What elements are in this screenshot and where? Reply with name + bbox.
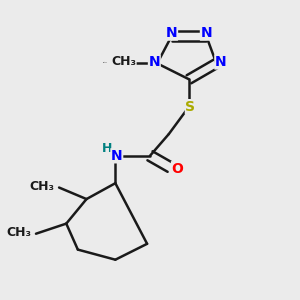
Text: N: N xyxy=(200,26,212,40)
Text: H: H xyxy=(101,142,112,155)
Text: CH₃: CH₃ xyxy=(7,226,32,239)
Text: N: N xyxy=(111,149,123,163)
Text: N: N xyxy=(166,26,178,40)
Text: CH₃: CH₃ xyxy=(30,180,55,193)
Text: CH₃: CH₃ xyxy=(111,56,136,68)
Text: N: N xyxy=(215,55,226,69)
Text: S: S xyxy=(185,100,195,114)
Text: methyl: methyl xyxy=(103,61,108,63)
Text: O: O xyxy=(172,162,183,176)
Text: N: N xyxy=(148,55,160,69)
